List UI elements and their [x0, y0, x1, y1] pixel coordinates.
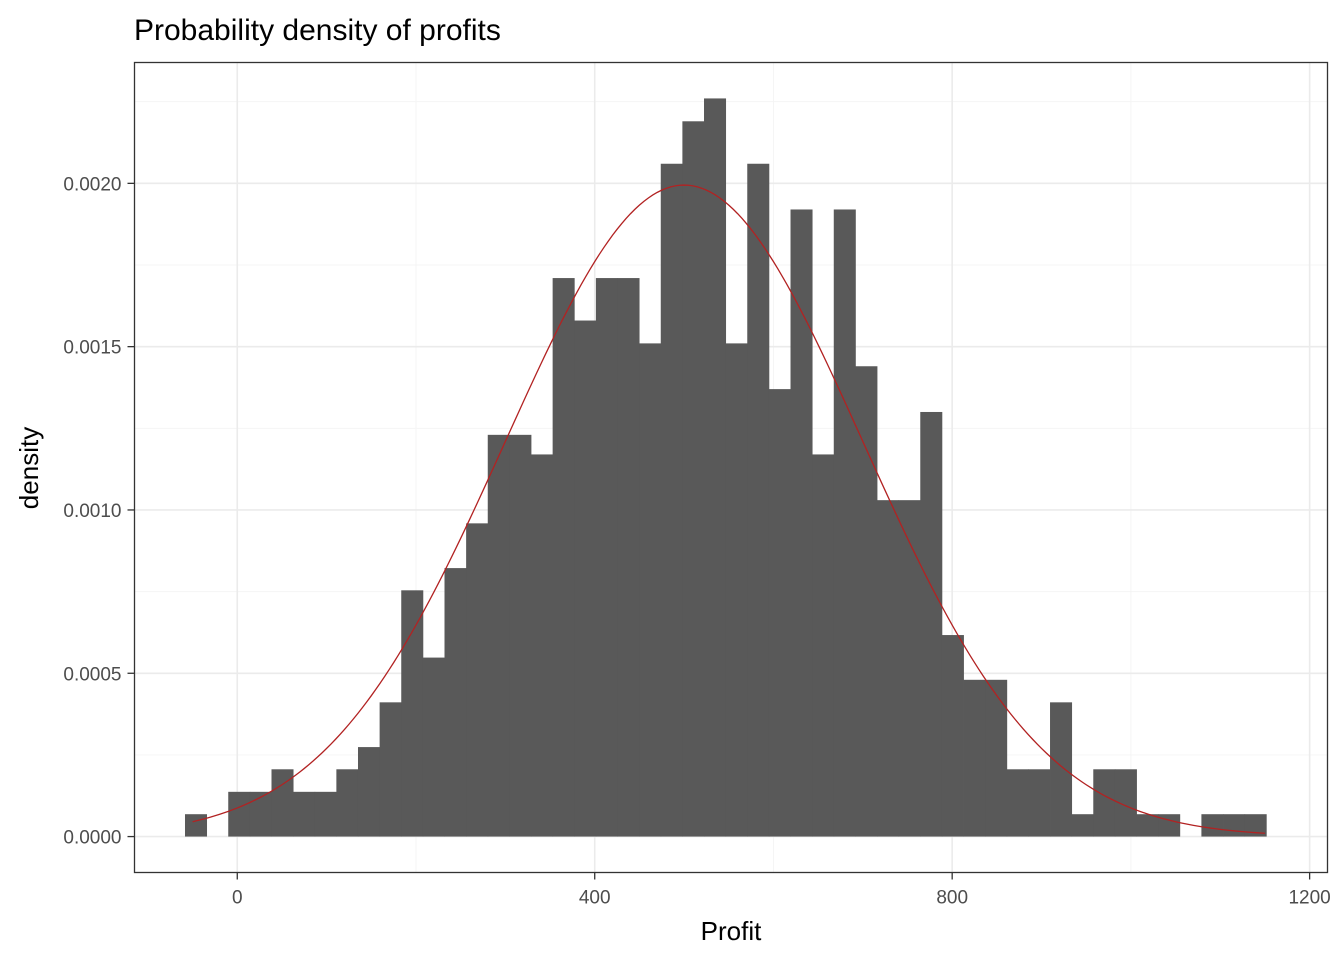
- density-curve: [192, 184, 1265, 834]
- histogram-bar-12: [444, 568, 467, 837]
- histogram-bar-35: [941, 635, 964, 837]
- histogram-bar-38: [1006, 769, 1029, 837]
- y-tick-label-3: 0.0015: [63, 338, 121, 359]
- histogram-bar-14: [487, 434, 510, 837]
- histogram-bar-0: [184, 814, 208, 837]
- histogram-bar-41: [1071, 814, 1094, 837]
- histogram-bar-15: [509, 434, 532, 837]
- histogram-bar-32: [877, 500, 900, 837]
- histogram-bar-16: [531, 454, 554, 837]
- axis-ticks: [127, 182, 1311, 880]
- histogram-bar-37: [985, 679, 1008, 837]
- histogram-bar-11: [422, 657, 445, 837]
- tick-labels: 0 400 800 1200 0.0000 0.0005 0.0010 0.0015 0.002…: [63, 174, 1330, 908]
- histogram-bar-43: [1114, 769, 1137, 837]
- y-tick-label-2: 0.0010: [63, 501, 121, 522]
- x-axis-title: Profit: [701, 916, 762, 946]
- histogram-bar-26: [747, 163, 770, 837]
- x-tick-label-0: 0: [232, 888, 243, 909]
- y-axis-title: density: [14, 427, 44, 509]
- histogram-bar-31: [855, 366, 878, 837]
- histogram-bar-24: [704, 98, 727, 837]
- histogram-bar-28: [790, 209, 813, 837]
- x-tick-label-3: 1200: [1288, 888, 1330, 909]
- y-tick-label-1: 0.0005: [63, 664, 121, 685]
- histogram-bar-45: [1158, 814, 1181, 837]
- y-tick-label-0: 0.0000: [63, 828, 121, 849]
- chart-title: Probability density of profits: [134, 14, 501, 47]
- histogram-bar-3: [249, 791, 272, 837]
- histogram-bar-6: [314, 791, 337, 837]
- grid: [134, 62, 1328, 873]
- histogram-bar-17: [552, 278, 575, 837]
- histogram-bar-47: [1201, 814, 1224, 837]
- histogram-bar-27: [768, 389, 791, 837]
- histogram-bar-40: [1050, 702, 1073, 837]
- histogram-bar-5: [293, 791, 316, 837]
- y-tick-label-4: 0.0020: [63, 174, 121, 195]
- histogram-bar-20: [617, 278, 640, 837]
- histogram-bar-25: [725, 343, 748, 837]
- histogram-bar-13: [466, 523, 489, 837]
- histogram-bar-23: [682, 121, 705, 837]
- histogram-bar-42: [1093, 769, 1116, 837]
- histogram-bar-19: [595, 278, 618, 837]
- histogram-bar-10: [401, 590, 424, 837]
- x-tick-label-2: 800: [936, 888, 968, 909]
- histogram-bar-4: [271, 769, 294, 837]
- histogram-bar-9: [379, 702, 402, 837]
- histogram-bar-49: [1244, 814, 1267, 837]
- panel-border: [133, 61, 1329, 874]
- histogram-bar-48: [1223, 814, 1246, 837]
- histogram-bar-36: [963, 679, 986, 837]
- histogram-bar-21: [639, 343, 662, 837]
- histogram-bar-33: [898, 500, 921, 837]
- histogram-bars: [184, 98, 1267, 837]
- histogram-bar-39: [1028, 769, 1051, 837]
- histogram-bar-44: [1136, 814, 1159, 837]
- histogram-bar-8: [357, 747, 381, 837]
- histogram-bar-7: [336, 769, 359, 837]
- histogram-bar-30: [833, 209, 856, 837]
- x-tick-label-1: 400: [579, 888, 611, 909]
- histogram-bar-34: [920, 411, 943, 837]
- histogram-bar-18: [574, 320, 597, 837]
- histogram-bar-22: [660, 163, 683, 837]
- histogram-bar-29: [812, 454, 835, 837]
- histogram-bar-2: [228, 791, 251, 837]
